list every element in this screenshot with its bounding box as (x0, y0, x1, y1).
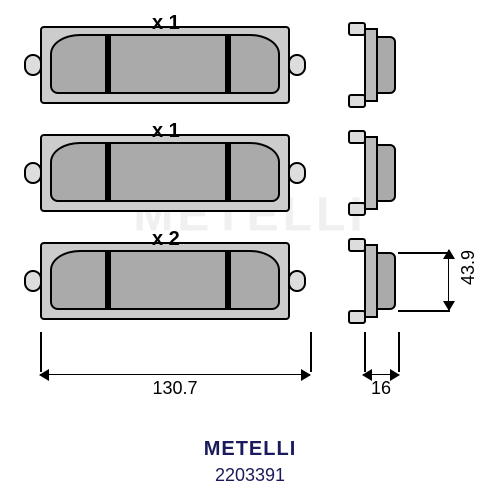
brake-pad-front-3: x 2 (30, 236, 300, 326)
pad-friction (50, 142, 280, 202)
pad-slot (225, 252, 231, 308)
pad-slot (105, 144, 111, 200)
pad-slot (105, 36, 111, 92)
ext-line (310, 332, 312, 372)
pad-slot (105, 252, 111, 308)
side-friction (376, 36, 396, 94)
pad-slot (225, 144, 231, 200)
quantity-label: x 1 (152, 12, 180, 35)
side-friction (376, 144, 396, 202)
diagram-area: METELLI x 1 x 1 x 2 (0, 0, 500, 430)
pad-slot (225, 36, 231, 92)
brake-pad-side-3 (340, 236, 410, 326)
pad-tab-right (288, 270, 306, 292)
footer: METELLI 2203391 (0, 430, 500, 500)
side-friction (376, 252, 396, 310)
brake-pad-side-2 (340, 128, 410, 218)
pad-friction (50, 34, 280, 94)
brand-label: METELLI (0, 438, 500, 461)
front-view-column: x 1 x 1 x 2 (30, 20, 320, 344)
brake-pad-front-2: x 1 (30, 128, 300, 218)
dimension-height-value: 43.9 (458, 250, 479, 285)
pad-tab-right (288, 162, 306, 184)
dimension-width: 130.7 (30, 360, 310, 400)
pad-tab-right (288, 54, 306, 76)
dimension-height: 43.9 (440, 232, 490, 322)
pad-friction (50, 250, 280, 310)
dim-line (363, 374, 399, 375)
quantity-label: x 2 (152, 228, 180, 251)
dimension-width-value: 130.7 (30, 378, 320, 399)
dim-line (448, 250, 449, 310)
dim-line (40, 374, 310, 375)
brake-pad-front-1: x 1 (30, 20, 300, 110)
quantity-label: x 1 (152, 120, 180, 143)
brake-pad-side-1 (340, 20, 410, 110)
part-number: 2203391 (0, 465, 500, 486)
dimension-thickness-value: 16 (355, 378, 407, 399)
dimension-thickness: 16 (355, 360, 425, 400)
